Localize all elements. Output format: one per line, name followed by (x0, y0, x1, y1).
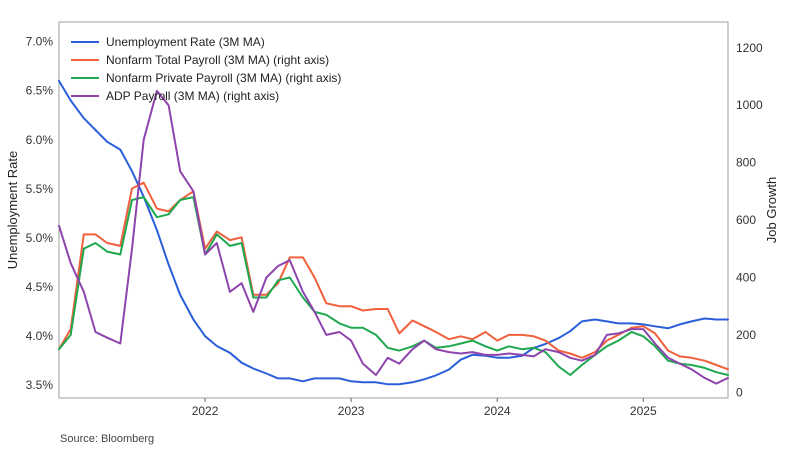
y-right-tick-label: 1000 (736, 98, 763, 112)
y-axis-left-ticks: 3.5% 4.0% 4.5% 5.0% 5.5% 6.0% 6.5% 7.0% (26, 35, 54, 393)
y-right-tick-label: 400 (736, 270, 756, 284)
y-left-tick-label: 6.0% (26, 133, 54, 147)
y-left-tick-label: 4.0% (26, 329, 54, 343)
series-line-3 (58, 196, 729, 376)
series-line-1 (58, 79, 729, 386)
source-note: Source: Bloomberg (60, 433, 155, 445)
series-line-4 (58, 89, 729, 385)
y-right-tick-label: 1200 (736, 41, 763, 55)
y-right-tick-label: 600 (736, 213, 756, 227)
x-tick-label: 2022 (192, 404, 219, 418)
y-axis-right-ticks: 0 200 400 600 800 1000 1200 (736, 41, 763, 399)
x-axis-ticks: 2022 2023 2024 2025 (192, 398, 657, 418)
legend-label-4: ADP Payroll (3M MA) (right axis) (106, 89, 279, 103)
y-left-tick-label: 3.5% (26, 378, 54, 392)
y-left-tick-label: 6.5% (26, 84, 54, 98)
legend: Unemployment Rate (3M MA) Nonfarm Total P… (71, 35, 341, 103)
legend-label-1: Unemployment Rate (3M MA) (106, 35, 265, 49)
legend-label-2: Nonfarm Total Payroll (3M MA) (right axi… (106, 53, 329, 67)
y-right-tick-label: 0 (736, 385, 743, 399)
x-tick-label: 2025 (630, 404, 657, 418)
y-left-tick-label: 5.5% (26, 182, 54, 196)
legend-label-3: Nonfarm Private Payroll (3M MA) (right a… (106, 71, 341, 85)
y-left-tick-label: 7.0% (26, 35, 54, 49)
series-line-2 (58, 181, 729, 371)
y-right-tick-label: 800 (736, 156, 756, 170)
x-tick-label: 2023 (338, 404, 365, 418)
y-axis-left-title: Unemployment Rate (5, 151, 20, 270)
y-axis-right-title: Job Growth (764, 177, 779, 243)
y-left-tick-label: 4.5% (26, 280, 54, 294)
x-tick-label: 2024 (484, 404, 511, 418)
series-lines (58, 79, 729, 386)
y-left-tick-label: 5.0% (26, 231, 54, 245)
y-right-tick-label: 200 (736, 328, 756, 342)
